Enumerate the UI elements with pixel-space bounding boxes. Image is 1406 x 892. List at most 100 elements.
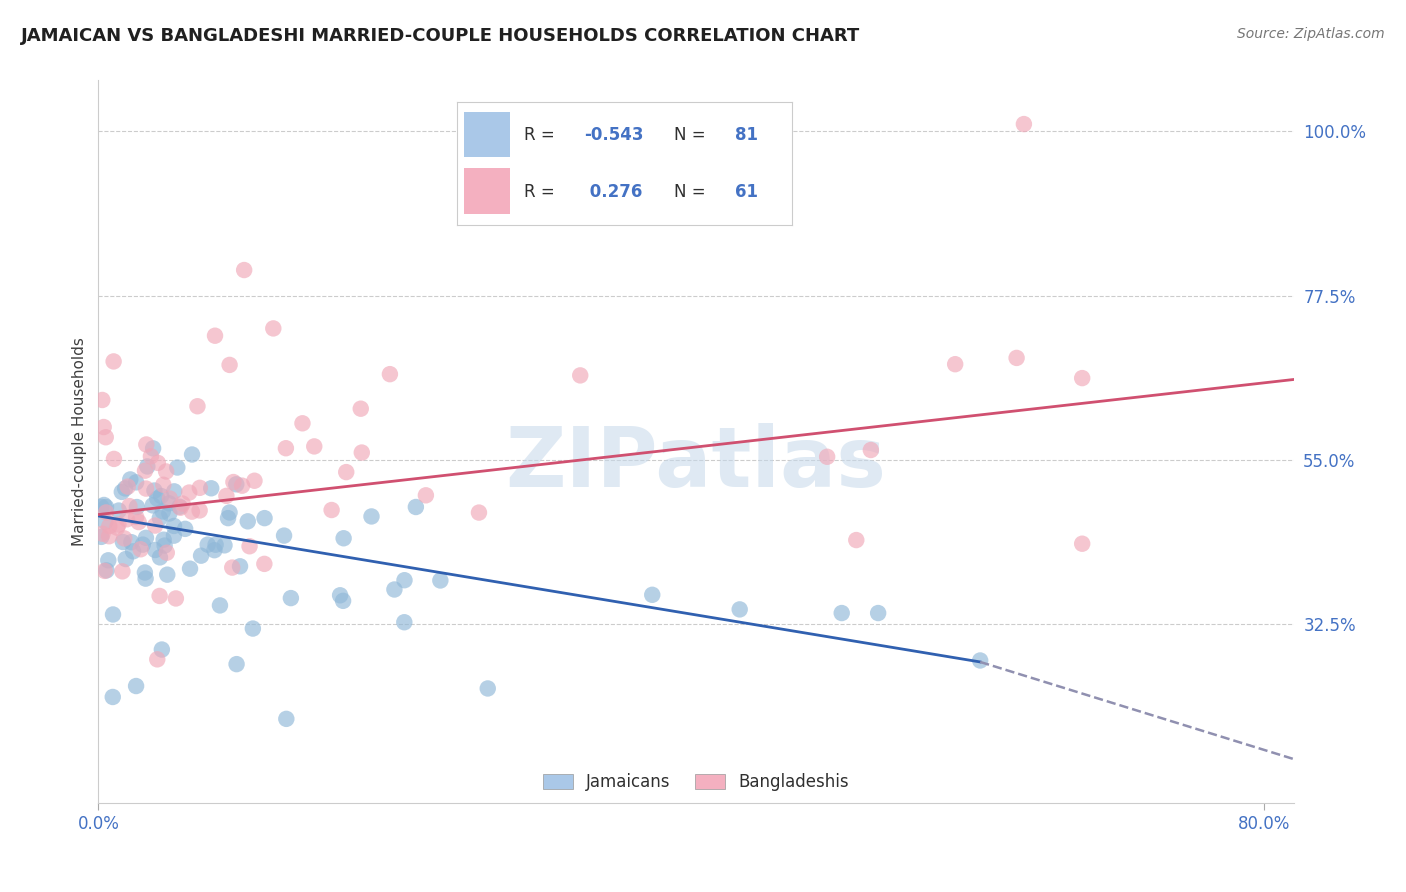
Point [97,553,120,567]
Point [132,538,155,552]
Point [243,474,266,488]
Point [157,507,180,521]
Point [91,526,114,541]
Point [103,354,125,368]
Point [153,539,176,553]
Point [204,543,226,558]
Point [94,515,117,529]
Text: ZIPatlas: ZIPatlas [506,423,886,504]
Point [143,543,166,558]
Point [405,500,427,514]
Point [468,506,491,520]
Point [218,506,240,520]
Point [218,358,240,372]
Text: JAMAICAN VS BANGLADESHI MARRIED-COUPLE HOUSEHOLDS CORRELATION CHART: JAMAICAN VS BANGLADESHI MARRIED-COUPLE H… [21,27,860,45]
Point [142,442,165,456]
Point [125,475,148,490]
Point [149,511,172,525]
Point [197,538,219,552]
Point [163,529,186,543]
Point [169,500,191,515]
Point [111,484,134,499]
Point [477,681,499,696]
Point [163,484,186,499]
Point [98,519,121,533]
Point [94,500,117,514]
Point [156,546,179,560]
Point [143,518,166,533]
Point [135,531,157,545]
Point [332,594,354,608]
Point [222,475,245,489]
Point [134,464,156,478]
Point [242,622,264,636]
Point [200,481,222,495]
Point [142,499,165,513]
Point [868,606,890,620]
Point [181,448,204,462]
Point [169,500,191,514]
Point [115,512,138,526]
Point [135,572,157,586]
Point [146,652,169,666]
Point [146,456,169,470]
Point [304,439,326,453]
Point [217,511,239,525]
Point [1012,117,1035,131]
Point [112,532,135,546]
Point [188,503,211,517]
Point [360,509,382,524]
Point [157,496,180,510]
Point [107,503,129,517]
Point [429,574,451,588]
Point [179,562,201,576]
Point [394,615,416,630]
Point [253,557,276,571]
Point [136,459,159,474]
Point [378,367,401,381]
Point [276,712,298,726]
Point [107,517,129,532]
Point [1005,351,1028,365]
Point [146,491,169,506]
Point [1071,371,1094,385]
Point [143,483,166,498]
Point [139,450,162,464]
Point [332,531,354,545]
Point [815,450,838,464]
Point [569,368,592,383]
Point [152,504,174,518]
Point [384,582,406,597]
Point [236,514,259,528]
Point [335,465,357,479]
Point [233,263,256,277]
Point [101,607,124,622]
Point [152,533,174,547]
Point [120,472,142,486]
Point [262,321,284,335]
Point [150,642,173,657]
Point [179,485,201,500]
Point [149,589,172,603]
Point [118,499,141,513]
Point [101,690,124,704]
Point [350,401,373,416]
Point [225,477,247,491]
Point [129,542,152,557]
Point [165,591,187,606]
Point [90,530,112,544]
Point [190,549,212,563]
Point [238,539,260,553]
Point [394,573,416,587]
Point [117,480,139,494]
Point [125,510,148,524]
Point [214,538,236,552]
Point [350,445,373,459]
Point [273,528,295,542]
Point [93,498,115,512]
Point [321,503,343,517]
Point [114,482,136,496]
Point [180,505,202,519]
Point [96,563,118,577]
Point [274,441,297,455]
